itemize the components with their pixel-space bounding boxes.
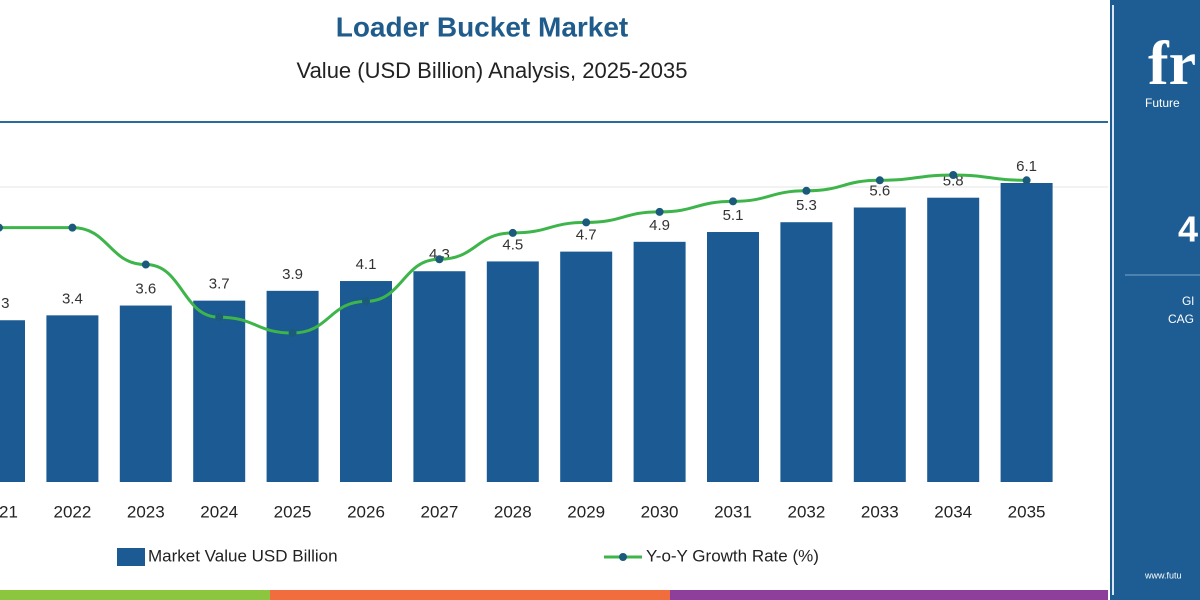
footer-strip [0, 590, 270, 600]
footer-strip [670, 590, 1108, 600]
growth-point [0, 223, 3, 232]
url: www.futu [1144, 570, 1182, 580]
growth-point [288, 329, 297, 337]
growth-point [435, 255, 444, 264]
chart-title: Loader Bucket Market [336, 11, 629, 42]
legend-swatch [117, 548, 145, 566]
growth-point [582, 218, 591, 227]
bar [193, 300, 246, 482]
x-tick-label: 2030 [641, 502, 679, 521]
x-tick-label: 2033 [861, 502, 899, 521]
data-label: 5.8 [943, 173, 964, 190]
side-panel [1110, 0, 1200, 600]
data-label: 3.7 [209, 276, 230, 293]
data-label: 4.7 [576, 227, 597, 244]
x-tick-label: 2026 [347, 502, 385, 521]
growth-point [141, 260, 150, 269]
data-label: 3.4 [62, 290, 83, 307]
growth-point [68, 223, 77, 232]
x-tick-label: 2023 [127, 502, 165, 521]
x-tick-label: 2025 [274, 502, 312, 521]
bar [340, 281, 392, 482]
data-label: 3.6 [135, 281, 156, 298]
data-label: 5.1 [723, 207, 744, 224]
data-label: 4.5 [502, 236, 523, 253]
x-tick-label: 2024 [200, 502, 238, 521]
kpi-figure: 4 [1178, 209, 1198, 250]
data-label: 4.1 [356, 256, 377, 273]
bar [780, 222, 833, 482]
growth-line [0, 173, 1027, 335]
x-tick-label: 2027 [420, 502, 458, 521]
bar [560, 251, 613, 482]
growth-point [362, 297, 370, 306]
bar [633, 241, 686, 482]
logo: fr [1148, 30, 1196, 98]
growth-point [508, 228, 517, 237]
bar [486, 261, 539, 482]
growth-point [949, 171, 958, 179]
growth-point [1022, 176, 1031, 185]
kpi-label: Gl [1182, 294, 1194, 308]
bar [853, 207, 906, 483]
data-label: 6.1 [1016, 158, 1037, 175]
x-tick-label: 2032 [787, 502, 825, 521]
legend-label: Y-o-Y Growth Rate (%) [646, 546, 819, 565]
data-label: 3.9 [282, 266, 303, 283]
data-label: 3.3 [0, 295, 9, 312]
x-tick-label: 2035 [1008, 502, 1046, 521]
x-tick-label: 2028 [494, 502, 532, 521]
bar [119, 305, 172, 482]
data-label: 4.9 [649, 217, 670, 234]
growth-point [215, 313, 224, 322]
data-label: 5.3 [796, 197, 817, 214]
growth-point [802, 186, 811, 195]
brand: Future [1145, 96, 1180, 110]
kpi-label: CAG [1168, 312, 1194, 326]
growth-point [875, 176, 884, 185]
footer-strip [270, 590, 670, 600]
growth-point [729, 197, 737, 206]
x-tick-label: 2021 [0, 502, 18, 521]
data-label: 5.6 [869, 182, 890, 199]
legend-swatch [619, 553, 627, 561]
chart-subtitle: Value (USD Billion) Analysis, 2025-2035 [297, 58, 688, 83]
bar [927, 197, 980, 482]
x-tick-label: 2031 [714, 502, 752, 521]
bar [413, 271, 466, 482]
x-tick-label: 2029 [567, 502, 605, 521]
bar [1000, 183, 1053, 482]
growth-point [655, 207, 664, 216]
bar [0, 320, 25, 482]
legend-label: Market Value USD Billion [148, 546, 338, 565]
x-tick-label: 2022 [53, 502, 91, 521]
bar [46, 315, 99, 482]
x-tick-label: 2034 [934, 502, 972, 521]
bar [266, 290, 319, 482]
bar [707, 232, 759, 482]
